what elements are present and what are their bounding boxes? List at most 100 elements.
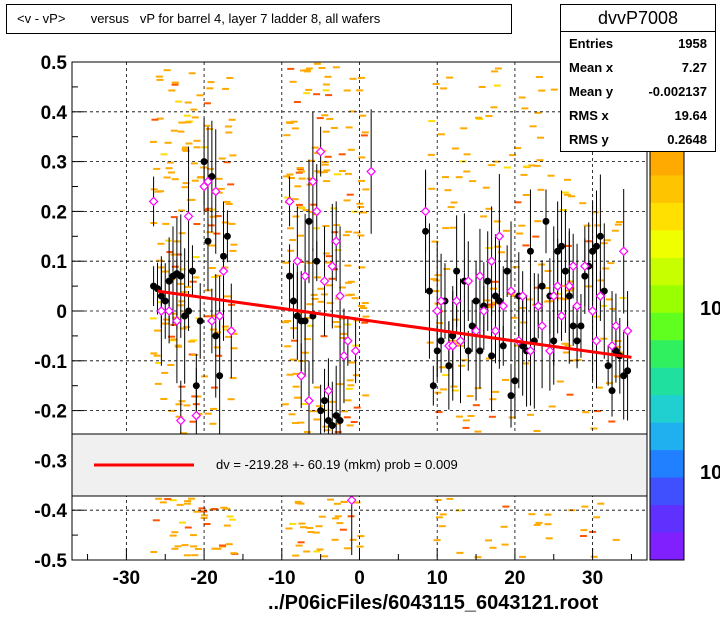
heat-cell bbox=[297, 421, 305, 424]
black-point bbox=[212, 332, 220, 340]
heat-cell bbox=[438, 525, 446, 528]
open-point bbox=[175, 415, 186, 426]
heat-cell bbox=[289, 358, 297, 361]
heat-cell bbox=[330, 127, 338, 129]
heat-cell bbox=[472, 404, 480, 407]
heat-cell bbox=[156, 117, 164, 120]
heat-cell bbox=[297, 541, 305, 544]
black-point bbox=[604, 362, 612, 370]
heat-cell bbox=[190, 534, 197, 537]
heat-cell bbox=[313, 62, 321, 65]
heat-cell bbox=[314, 170, 322, 173]
heat-cell bbox=[606, 382, 613, 385]
heat-cell bbox=[286, 173, 294, 176]
palette-cell bbox=[650, 175, 684, 204]
heat-cell bbox=[170, 312, 178, 315]
heat-cell bbox=[522, 244, 530, 247]
heat-cell bbox=[428, 120, 436, 123]
heat-cell bbox=[503, 166, 511, 169]
heat-cell bbox=[303, 431, 311, 433]
heat-cell bbox=[476, 117, 483, 120]
heat-cell bbox=[334, 431, 342, 433]
heat-cell bbox=[203, 124, 211, 127]
y-tick-label: 0.5 bbox=[41, 53, 68, 74]
heat-cell bbox=[611, 229, 619, 232]
heat-cell bbox=[228, 222, 236, 225]
heat-cell bbox=[509, 154, 517, 157]
heat-cell bbox=[306, 261, 314, 264]
open-point bbox=[548, 291, 559, 301]
heat-cell bbox=[321, 114, 329, 117]
heat-cell bbox=[436, 322, 444, 325]
heat-cell bbox=[522, 362, 530, 365]
heat-cell bbox=[189, 280, 197, 283]
heat-cell bbox=[226, 515, 234, 518]
heat-cell bbox=[525, 298, 533, 301]
heat-cell bbox=[293, 101, 301, 103]
heat-cell bbox=[306, 183, 314, 186]
black-point bbox=[565, 292, 573, 300]
heat-cell bbox=[183, 326, 191, 328]
heat-cell bbox=[303, 92, 311, 95]
heat-cell bbox=[510, 294, 518, 297]
heat-cell bbox=[516, 232, 524, 235]
heat-cell bbox=[442, 374, 450, 377]
open-point bbox=[568, 261, 579, 272]
heat-cell bbox=[225, 131, 233, 134]
heat-cell bbox=[179, 327, 187, 330]
heat-cell bbox=[356, 202, 364, 205]
heat-cell bbox=[184, 121, 192, 124]
heat-cell bbox=[336, 522, 344, 525]
heat-cell bbox=[351, 297, 359, 300]
heat-cell bbox=[456, 551, 464, 554]
heat-cell bbox=[597, 502, 605, 505]
heat-cell bbox=[207, 167, 214, 170]
heat-cell bbox=[313, 93, 321, 96]
stats-label: Mean x bbox=[569, 60, 614, 75]
heat-cell bbox=[344, 172, 352, 175]
heat-cell bbox=[191, 116, 199, 119]
heat-cell bbox=[362, 394, 370, 397]
heat-cell bbox=[213, 331, 221, 334]
heat-cell bbox=[358, 179, 365, 182]
heat-cell bbox=[333, 502, 341, 505]
palette-label-upper: 10 bbox=[700, 298, 720, 320]
heat-cell bbox=[188, 340, 195, 343]
heat-cell bbox=[153, 354, 161, 357]
heat-cell bbox=[149, 317, 157, 320]
heat-cell bbox=[302, 209, 310, 212]
heat-cell bbox=[193, 510, 201, 513]
open-point bbox=[607, 341, 617, 351]
heat-cell bbox=[353, 231, 361, 234]
heat-cell bbox=[561, 191, 569, 194]
black-point bbox=[223, 232, 231, 240]
black-point bbox=[313, 257, 321, 265]
heat-cell bbox=[345, 294, 353, 297]
heat-cell bbox=[339, 528, 347, 531]
heat-cell bbox=[594, 224, 602, 227]
x-tick-label: 20 bbox=[504, 568, 525, 589]
heat-cell bbox=[209, 422, 217, 425]
palette-cell bbox=[650, 505, 684, 534]
heat-cell bbox=[285, 527, 293, 530]
heat-cell bbox=[287, 227, 294, 230]
y-tick-label: -0.1 bbox=[34, 352, 67, 373]
heat-cell bbox=[349, 77, 357, 80]
y-tick-label: -0.5 bbox=[34, 551, 67, 572]
black-point bbox=[569, 322, 577, 330]
heat-cell bbox=[230, 347, 238, 350]
heat-cell bbox=[360, 307, 368, 309]
y-tick-label: 0.1 bbox=[41, 252, 68, 273]
heat-cell bbox=[164, 141, 172, 144]
open-point bbox=[207, 316, 217, 326]
stats-row-mean-x: Mean x 7.27 bbox=[561, 56, 715, 80]
heat-cell bbox=[427, 153, 435, 156]
heat-cell bbox=[150, 352, 158, 355]
heat-cell bbox=[466, 395, 474, 398]
heat-cell bbox=[455, 176, 463, 179]
black-point bbox=[216, 372, 224, 380]
heat-cell bbox=[564, 178, 571, 181]
heat-cell bbox=[313, 386, 321, 389]
heat-cell bbox=[177, 209, 185, 212]
open-point bbox=[564, 281, 575, 291]
